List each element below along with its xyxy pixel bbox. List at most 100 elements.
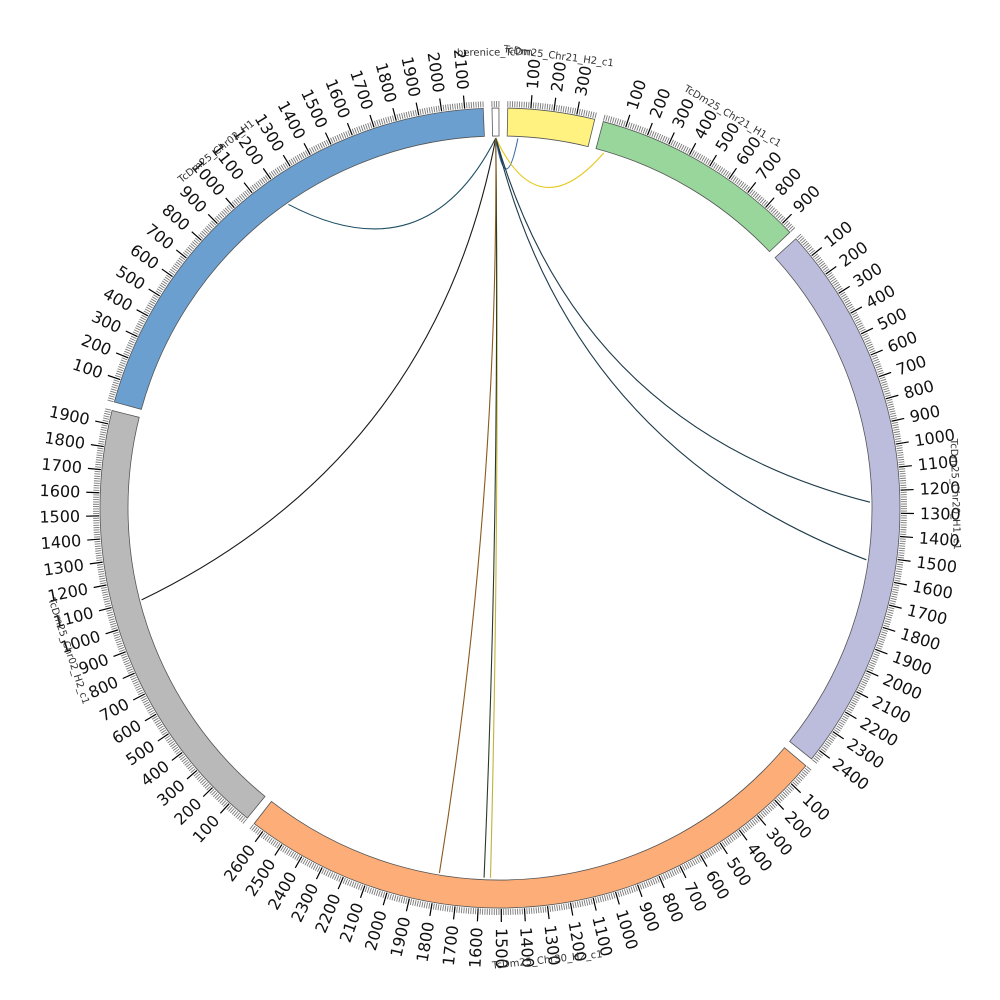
minor-tick [121, 655, 128, 659]
minor-tick [578, 108, 581, 115]
minor-tick [849, 307, 855, 312]
minor-tick [706, 851, 710, 858]
link-berenice_TcDm-to-TcDm25_Chr20_H1_c1[interactable] [495, 137, 867, 561]
minor-tick [734, 177, 739, 184]
minor-tick [603, 114, 606, 121]
link-berenice_TcDm-to-TcDm25_Chr30_H2_c1[interactable] [483, 138, 498, 878]
minor-tick [599, 896, 602, 903]
minor-tick [110, 390, 117, 394]
minor-tick [682, 145, 687, 152]
minor-tick [435, 903, 438, 910]
minor-tick [387, 893, 390, 900]
minor-tick [899, 542, 906, 545]
minor-tick [158, 725, 164, 730]
minor-tick [787, 786, 793, 792]
minor-tick [616, 118, 620, 125]
link-berenice_TcDm-to-TcDm25_Chr20_H1_c1[interactable] [495, 137, 871, 503]
major-tick [636, 884, 643, 898]
minor-tick [585, 899, 589, 906]
minor-tick [134, 327, 141, 331]
minor-tick [704, 852, 708, 859]
minor-tick [150, 298, 157, 303]
minor-tick [99, 433, 106, 436]
major-tick [207, 213, 218, 224]
segment-TcDm25_Chr21_H2_c1[interactable] [506, 107, 596, 148]
major-tick [860, 327, 874, 335]
minor-tick [880, 633, 887, 637]
minor-tick [569, 107, 572, 114]
major-tick [576, 101, 580, 115]
minor-tick [451, 103, 454, 110]
segment-TcDm25_Chr02_H1[interactable] [113, 107, 485, 410]
minor-tick [288, 159, 293, 166]
minor-tick [891, 421, 898, 424]
major-tick [294, 856, 303, 869]
minor-tick [783, 220, 789, 226]
minor-tick [311, 147, 315, 153]
link-berenice_TcDm-to-TcDm25_Chr21_H1_c1[interactable] [495, 137, 605, 188]
minor-tick [419, 108, 422, 115]
major-tick [885, 394, 899, 400]
link-berenice_TcDm-to-TcDm25_Chr21_H2_c1[interactable] [495, 137, 519, 170]
minor-tick [788, 225, 794, 231]
minor-tick [839, 291, 846, 296]
minor-tick [402, 897, 406, 904]
minor-tick [540, 906, 542, 913]
minor-tick [851, 312, 858, 316]
minor-tick [98, 575, 105, 578]
major-tick [175, 249, 187, 259]
minor-tick [873, 361, 880, 365]
minor-tick [263, 176, 268, 182]
minor-tick [144, 308, 151, 313]
tick-label: 100 [70, 355, 105, 383]
major-tick [679, 866, 687, 879]
major-tick [870, 349, 883, 356]
minor-tick [431, 106, 433, 113]
segment-TcDm25_Chr20_H1_c1[interactable] [774, 238, 901, 760]
minor-tick [249, 824, 254, 830]
minor-tick [145, 306, 152, 311]
major-tick [819, 749, 831, 759]
minor-tick [461, 102, 463, 109]
tick-label: 1000 [612, 907, 642, 951]
minor-tick [151, 296, 158, 301]
minor-tick [143, 701, 150, 706]
minor-tick [105, 604, 112, 608]
minor-tick [98, 440, 105, 443]
minor-tick [185, 248, 192, 253]
minor-tick [864, 339, 871, 343]
minor-tick [115, 374, 122, 378]
minor-tick [890, 414, 897, 418]
minor-tick [260, 832, 266, 838]
minor-tick [627, 122, 631, 129]
minor-tick [209, 788, 215, 794]
link-berenice_TcDm-to-TcDm25_Chr30_H2_c1[interactable] [438, 138, 497, 874]
minor-tick [841, 717, 847, 722]
minor-tick [697, 153, 702, 160]
minor-tick [813, 757, 819, 762]
segment-TcDm25_Chr21_H1_c1[interactable] [595, 121, 791, 253]
minor-tick [180, 255, 186, 261]
segment-TcDm25_Chr30_H2_c1[interactable] [253, 747, 807, 909]
minor-tick [199, 232, 205, 238]
minor-tick [98, 570, 105, 573]
minor-tick [897, 556, 904, 559]
minor-tick [458, 102, 461, 110]
link-berenice_TcDm-to-TcDm25_Chr02_H2_c1[interactable] [141, 137, 497, 601]
minor-tick [442, 904, 444, 912]
minor-tick [96, 559, 103, 562]
minor-tick [883, 387, 890, 391]
minor-tick [607, 115, 611, 122]
minor-tick [787, 223, 792, 229]
minor-tick [160, 729, 167, 734]
minor-tick [884, 620, 891, 623]
link-berenice_TcDm-to-TcDm25_Chr02_H1[interactable] [288, 137, 497, 230]
minor-tick [876, 644, 883, 648]
segment-TcDm25_Chr02_H2_c1[interactable] [99, 410, 266, 819]
minor-tick [623, 120, 626, 127]
segment-berenice_TcDm[interactable] [491, 107, 500, 137]
minor-tick [723, 840, 728, 846]
minor-tick [160, 282, 167, 287]
minor-tick [749, 821, 755, 827]
minor-tick [371, 888, 375, 895]
